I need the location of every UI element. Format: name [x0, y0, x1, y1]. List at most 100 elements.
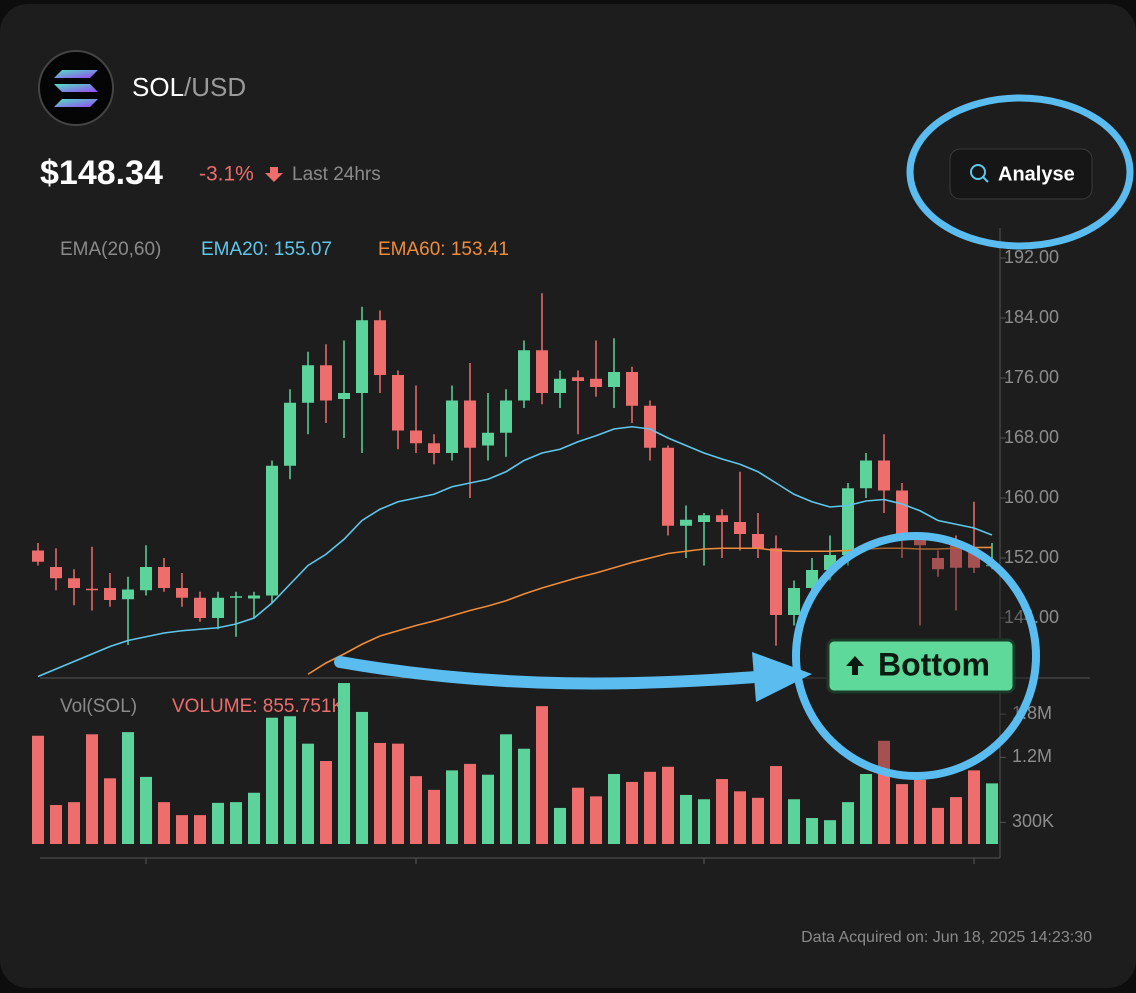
pointer-arrow: [334, 656, 776, 690]
volume-bar: [464, 763, 476, 844]
volume-bar: [986, 783, 998, 844]
volume-bar: [572, 787, 584, 844]
volume-bar: [824, 820, 836, 844]
volume-bar: [788, 799, 800, 844]
candle-body: [950, 545, 962, 568]
candle-body: [176, 588, 188, 598]
candle-body: [878, 460, 890, 491]
candle-body: [536, 350, 548, 393]
candle-body: [698, 515, 710, 522]
candle-body: [104, 588, 116, 600]
volume-tick-label: 1.2M: [1012, 746, 1052, 766]
volume-bar: [914, 779, 926, 844]
y-tick-label: 184.00: [1004, 307, 1059, 327]
marker-text: Bottom: [878, 646, 990, 682]
candle-body: [374, 320, 386, 375]
volume-bar: [374, 742, 386, 844]
volume-bar: [860, 773, 872, 844]
volume-bar: [284, 716, 296, 844]
candle-body: [356, 320, 368, 393]
candle-body: [392, 375, 404, 431]
volume-bar: [590, 796, 602, 844]
volume-bar: [410, 776, 422, 844]
candle-body: [842, 488, 854, 555]
candle-body: [86, 588, 98, 591]
candle-body: [500, 400, 512, 433]
candle-body: [644, 405, 656, 448]
ema-label: EMA(20,60): [60, 239, 161, 260]
candle-body: [68, 578, 80, 588]
candle-body: [608, 372, 620, 387]
volume-bar: [680, 794, 692, 844]
candle-body: [410, 430, 422, 444]
volume-bar: [608, 773, 620, 844]
volume-bar: [554, 807, 566, 844]
volume-bar: [320, 761, 332, 844]
volume-bar: [446, 770, 458, 844]
search-icon: [970, 164, 986, 180]
volume-bar: [176, 815, 188, 844]
candle-body: [662, 447, 674, 526]
candle-body: [590, 378, 602, 387]
volume-legend: VOLUME: 855.751K: [172, 696, 344, 717]
ema60-legend: EMA60: 153.41: [378, 239, 509, 260]
analyse-button[interactable]: Analyse: [949, 148, 1093, 200]
down-arrow: [265, 167, 283, 182]
ema20-legend: EMA20: 155.07: [201, 239, 332, 260]
volume-bar: [50, 805, 62, 844]
candle-body: [572, 377, 584, 381]
candle-body: [518, 350, 530, 401]
candle-body: [626, 372, 638, 406]
candle-body: [248, 595, 260, 599]
candle-body: [428, 443, 440, 453]
volume-bar: [68, 802, 80, 844]
plot: [32, 293, 998, 844]
volume-bar: [734, 791, 746, 844]
marker-box: [826, 638, 1016, 694]
base: SOL: [132, 72, 184, 102]
volume-bar: [752, 797, 764, 844]
volume-bar: [644, 771, 656, 844]
footer: Data Acquired on: Jun 18, 2025 14:23:30: [801, 929, 1092, 946]
volume-bar: [932, 807, 944, 844]
candle-body: [32, 550, 44, 562]
candle-body: [122, 589, 134, 600]
axes: 144.00152.00160.00168.00176.00184.00192.…: [145, 247, 1059, 864]
volume-bar: [266, 717, 278, 844]
volume-bar: [302, 743, 314, 844]
quote: /USD: [184, 72, 246, 102]
candle-body: [734, 522, 746, 534]
bottom-marker: Bottom: [826, 638, 1016, 694]
candle-body: [302, 365, 314, 403]
volume-bar: [950, 797, 962, 844]
volume-bar: [626, 781, 638, 844]
volume-bar: [392, 743, 404, 844]
candle-body: [464, 400, 476, 448]
y-tick-label: 160.00: [1004, 487, 1059, 507]
volume-bar: [338, 683, 350, 844]
change: -3.1%: [199, 163, 254, 186]
volume-bar: [896, 784, 908, 844]
candle-body: [752, 534, 764, 549]
candle-body: [320, 365, 332, 401]
volume-bar: [230, 802, 242, 844]
button-label[interactable]: Analyse: [998, 163, 1075, 185]
volume-bar: [158, 802, 170, 844]
candle-body: [554, 378, 566, 393]
volume-bar: [662, 766, 674, 844]
volume-bar: [698, 799, 710, 844]
volume-bar: [86, 734, 98, 844]
candle-body: [806, 570, 818, 588]
candle-body: [716, 515, 728, 522]
candle-body: [338, 393, 350, 399]
volume-bar: [104, 778, 116, 844]
volume-bar: [770, 766, 782, 844]
y-tick-label: 152.00: [1004, 547, 1059, 567]
volume-bar: [842, 802, 854, 844]
button-box[interactable]: [949, 148, 1093, 200]
volume-bar: [482, 774, 494, 844]
volume-bar: [518, 748, 530, 844]
volume-bar: [194, 815, 206, 844]
volume-bar: [32, 735, 44, 844]
